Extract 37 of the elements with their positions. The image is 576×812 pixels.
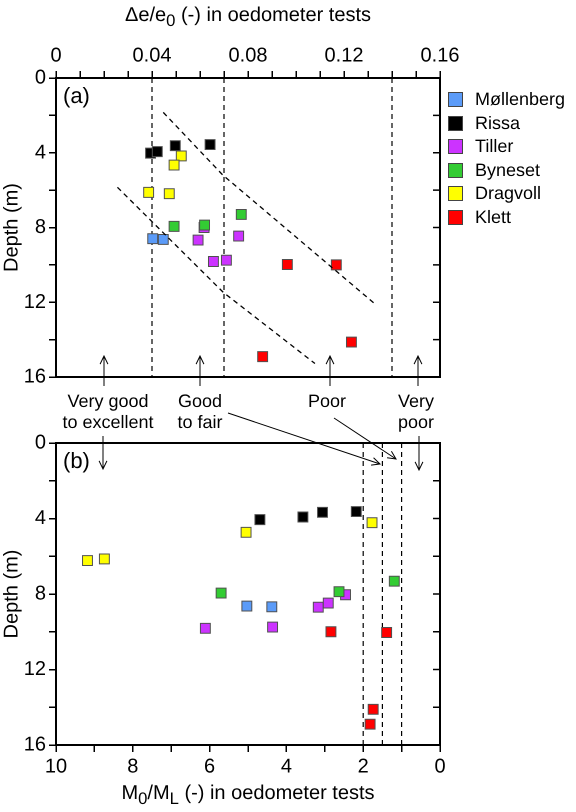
legend-label: Byneset (475, 160, 540, 181)
legend-label: Dragvoll (475, 183, 542, 204)
text: Very poor (398, 391, 434, 433)
y-tick-label: 12 (24, 290, 46, 313)
x-tick-label: 2 (358, 756, 369, 778)
text: Poor (308, 391, 346, 412)
y-tick-label: 8 (34, 216, 46, 238)
annotation: (a) (63, 83, 90, 108)
annotation: (b) (63, 448, 90, 474)
x-tick-label: 8 (127, 756, 138, 778)
y-tick-label: 8 (34, 582, 46, 605)
legend-label: Klett (475, 206, 512, 228)
text: Very good to excellent (62, 391, 154, 433)
x-axis-title: M$_{0}$/M$_{L}$ (-) in oedometer tests (120, 782, 376, 809)
y-tick-label: 0 (34, 432, 46, 454)
x-tick-label: 0 (50, 44, 62, 67)
y-tick-label: 4 (34, 141, 46, 164)
y-tick-label: 16 (24, 734, 46, 756)
x-tick-label: 0.04 (132, 44, 172, 67)
x-tick-label: 6 (204, 756, 216, 778)
x-tick-label: 0 (434, 756, 446, 778)
x-tick-label: 4 (280, 756, 292, 778)
y-tick-label: 12 (24, 658, 46, 680)
y-tick-label: 16 (24, 366, 46, 388)
y-tick-label: 0 (34, 66, 46, 89)
x-tick-label: 0.12 (324, 44, 364, 67)
y-tick-label: 4 (34, 507, 46, 530)
text: Good to fair (177, 391, 223, 433)
y-axis-title: Depth (m) (0, 550, 23, 638)
x-tick-label: 10 (44, 756, 68, 778)
x-axis-title: Δe/e$_{0}$ (-) in oedometer tests (124, 4, 372, 31)
y-axis-title: Depth (m) (0, 183, 23, 272)
legend-label: Rissa (475, 112, 520, 134)
legend-label: Tiller (475, 136, 514, 158)
legend-label: Møllenberg (475, 89, 566, 110)
x-tick-label: 0.08 (228, 44, 268, 67)
x-tick-label: 0.16 (420, 44, 460, 67)
